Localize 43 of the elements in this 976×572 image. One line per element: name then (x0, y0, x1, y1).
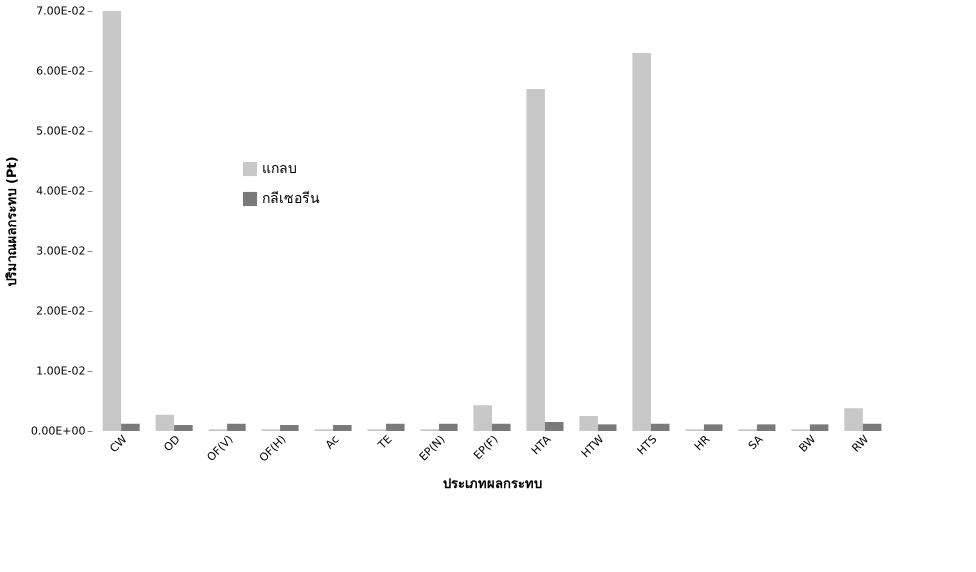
y-tick-label: 7.00E-02 (36, 4, 86, 18)
x-tick-label: HR (692, 432, 713, 454)
x-tick-label: SA (746, 432, 766, 452)
bar (704, 424, 722, 431)
bar (632, 53, 651, 431)
bar (492, 424, 511, 431)
x-tick-label: OD (161, 432, 183, 454)
bar (526, 89, 545, 431)
bar (386, 424, 405, 431)
x-tick-label: RW (849, 432, 872, 455)
x-tick-label: Ac (322, 432, 342, 452)
y-tick-label: 5.00E-02 (36, 124, 86, 138)
x-tick-label: CW (107, 432, 130, 456)
bar (544, 422, 564, 431)
x-tick-label: TE (374, 432, 395, 452)
legend-label: แกลบ (262, 161, 297, 177)
bar (650, 424, 670, 431)
bar (756, 424, 776, 431)
bar (121, 424, 140, 431)
bar (844, 408, 863, 431)
x-tick-label: BW (796, 432, 818, 455)
bar (439, 424, 458, 431)
bar (862, 424, 882, 431)
y-tick-label: 3.00E-02 (36, 244, 86, 258)
bar (473, 405, 492, 431)
y-tick-label: 6.00E-02 (36, 64, 86, 78)
legend-label: กลีเซอรีน (262, 191, 320, 207)
y-tick-label: 0.00E+00 (30, 424, 86, 438)
bar (810, 424, 828, 431)
bar (156, 414, 174, 431)
x-tick-label: HTA (528, 432, 554, 458)
x-axis-title: ประเภทผลกระทบ (443, 476, 542, 492)
bar (333, 425, 352, 431)
y-tick-label: 4.00E-02 (36, 184, 86, 198)
y-tick-label: 1.00E-02 (36, 364, 86, 378)
bar (579, 416, 598, 431)
bar (174, 425, 193, 431)
y-axis-title: ปริมาณผลกระทบ (Pt) (4, 156, 20, 287)
bar (102, 11, 122, 431)
y-tick-label: 2.00E-02 (36, 304, 86, 318)
bar (227, 424, 246, 431)
bar (598, 424, 617, 431)
bar (280, 425, 299, 431)
